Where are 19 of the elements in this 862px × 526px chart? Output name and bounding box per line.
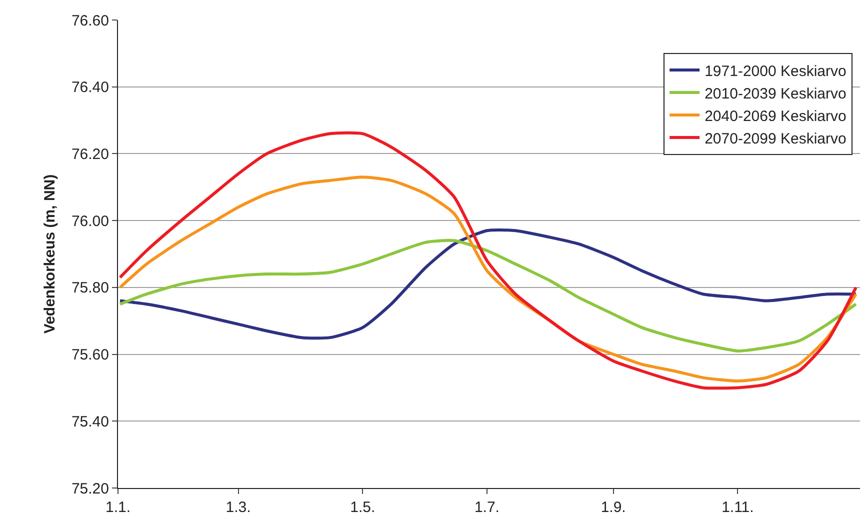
y-tick-label: 75.60 <box>71 346 109 364</box>
y-tick-label: 76.20 <box>71 146 109 163</box>
x-tick-label: 1.9. <box>600 499 626 516</box>
x-tick-label: 1.3. <box>226 499 251 516</box>
x-tick-label: 1.7. <box>474 499 500 516</box>
y-axis-title: Vedenkorkeus (m, NN) <box>42 174 59 334</box>
legend-label: 2040-2069 Keskiarvo <box>704 108 846 125</box>
legend-label: 1971-2000 Keskiarvo <box>704 62 846 80</box>
x-tick-label: 1.11. <box>722 499 754 516</box>
y-tick-label: 75.40 <box>71 413 109 430</box>
x-tick-label: 1.1. <box>105 499 131 516</box>
x-tick-label: 1.5. <box>350 499 376 516</box>
y-tick-label: 75.80 <box>71 280 109 297</box>
y-tick-label: 76.40 <box>71 79 109 96</box>
y-tick-label: 76.60 <box>71 12 109 30</box>
legend-label: 2070-2099 Keskiarvo <box>704 130 846 148</box>
y-tick-label: 75.20 <box>71 480 109 498</box>
y-tick-label: 76.00 <box>71 212 109 230</box>
legend-label: 2010-2039 Keskiarvo <box>704 85 846 102</box>
